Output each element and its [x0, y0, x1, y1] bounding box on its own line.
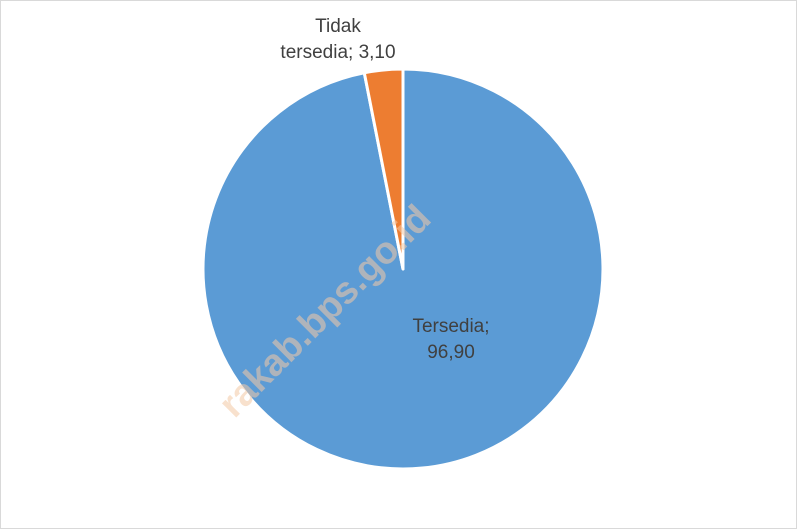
data-label-tidak-tersedia-line2: tersedia; 3,10 [280, 42, 396, 63]
data-label-tidak-tersedia-line1: Tidak [315, 16, 361, 37]
data-label-tersedia-line2: 96,90 [427, 342, 475, 363]
pie-slice-tidak-tersedia [362, 67, 405, 271]
pie-slices [201, 67, 605, 471]
data-label-tidak-tersedia: Tidak tersedia; 3,10 [253, 14, 423, 66]
data-label-tersedia: Tersedia; 96,90 [401, 314, 501, 366]
data-label-tersedia-line1: Tersedia; [412, 316, 490, 337]
